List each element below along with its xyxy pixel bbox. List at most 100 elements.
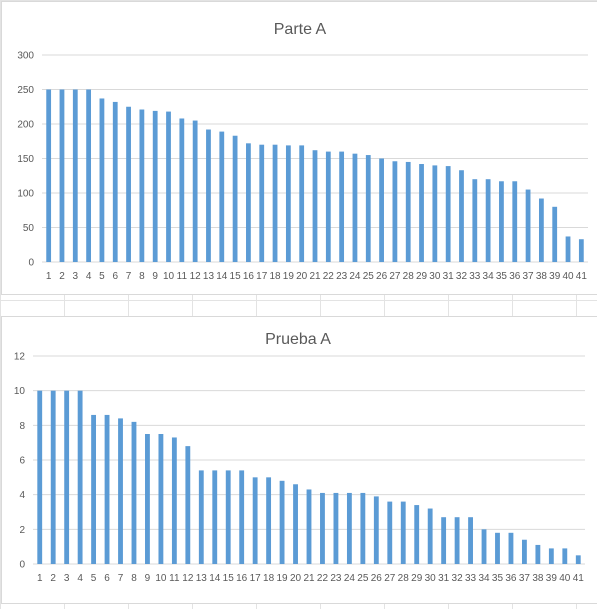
y-tick-label: 300 (17, 51, 34, 62)
bar-31[interactable] (445, 166, 451, 262)
bar-12[interactable] (192, 120, 198, 262)
bar-35[interactable] (495, 532, 500, 564)
bar-28[interactable] (405, 161, 411, 262)
bar-24[interactable] (352, 153, 358, 262)
bar-33[interactable] (472, 179, 478, 262)
chart-parte-a[interactable]: Parte A 0 50 100 150 200 250 300 1 2 3 4 5 6 7 8 9 10 11… (1, 1, 597, 295)
bar-9[interactable] (145, 434, 150, 564)
bar-33[interactable] (468, 517, 473, 564)
bar-19[interactable] (279, 480, 285, 564)
bar-34[interactable] (481, 529, 487, 564)
x-tick-label: 26 (371, 573, 383, 584)
bar-8[interactable] (131, 421, 137, 564)
bar-7[interactable] (118, 418, 123, 564)
bar-13[interactable] (198, 470, 204, 564)
bar-17[interactable] (259, 144, 265, 262)
bar-12[interactable] (185, 446, 191, 564)
x-tick-label: 9 (145, 573, 151, 584)
bar-19[interactable] (285, 145, 291, 262)
bar-25[interactable] (360, 492, 366, 564)
bar-6[interactable] (112, 101, 118, 262)
bar-16[interactable] (239, 470, 245, 564)
bar-34[interactable] (485, 179, 491, 262)
bar-4[interactable] (86, 89, 92, 263)
bar-20[interactable] (299, 145, 305, 262)
x-tick-label: 3 (64, 573, 70, 584)
bar-38[interactable] (535, 544, 541, 564)
bar-41[interactable] (578, 239, 584, 262)
bar-22[interactable] (325, 151, 331, 262)
bar-14[interactable] (219, 131, 225, 262)
bar-32[interactable] (459, 170, 464, 262)
bar-7[interactable] (126, 106, 131, 262)
bar-16[interactable] (246, 143, 251, 262)
bar-5[interactable] (91, 414, 97, 564)
bar-21[interactable] (312, 150, 318, 262)
bar-32[interactable] (454, 517, 460, 564)
bar-28[interactable] (400, 501, 406, 564)
bar-25[interactable] (365, 155, 371, 262)
bar-10[interactable] (166, 111, 171, 262)
bar-40[interactable] (562, 548, 568, 564)
bar-5[interactable] (99, 98, 105, 262)
bar-36[interactable] (512, 181, 518, 262)
bar-40[interactable] (565, 236, 571, 262)
bar-36[interactable] (508, 532, 514, 564)
bar-15[interactable] (232, 135, 238, 262)
bar-23[interactable] (339, 151, 345, 262)
bar-29[interactable] (414, 505, 420, 564)
bar-38[interactable] (538, 198, 544, 262)
bar-13[interactable] (206, 129, 211, 262)
y-tick-label: 6 (19, 456, 25, 467)
x-tick-label: 19 (277, 573, 289, 584)
bar-29[interactable] (419, 164, 424, 262)
bar-1[interactable] (37, 390, 43, 564)
bar-10[interactable] (158, 434, 164, 564)
x-tick-label: 21 (303, 573, 315, 584)
x-tick-label: 33 (465, 573, 477, 584)
bar-18[interactable] (266, 477, 272, 564)
bar-6[interactable] (104, 414, 110, 564)
bar-39[interactable] (548, 548, 554, 564)
bar-8[interactable] (139, 109, 145, 262)
bar-27[interactable] (392, 161, 398, 262)
x-tick-label: 18 (263, 573, 275, 584)
bar-20[interactable] (293, 484, 298, 564)
bar-2[interactable] (59, 89, 65, 263)
bar-17[interactable] (252, 477, 258, 564)
chart-prueba-a[interactable]: Prueba A 0 2 4 6 8 10 12 1 2 3 4 5 6 7 8 9 10 11 12 13 14 15… (1, 316, 597, 604)
bar-35[interactable] (499, 181, 504, 262)
bar-2[interactable] (50, 390, 56, 564)
bar-15[interactable] (225, 470, 231, 564)
bar-14[interactable] (212, 470, 218, 564)
bar-24[interactable] (346, 492, 352, 564)
x-tick-label: 1 (46, 271, 52, 282)
bar-3[interactable] (64, 390, 70, 564)
chart-title: Prueba A (265, 331, 331, 348)
x-tick-label: 3 (73, 271, 79, 282)
x-tick-label: 2 (50, 573, 56, 584)
bar-4[interactable] (77, 390, 83, 564)
y-tick-label: 4 (19, 490, 25, 501)
bar-30[interactable] (427, 508, 433, 564)
x-tick-label: 6 (104, 573, 110, 584)
bar-26[interactable] (373, 496, 379, 564)
bar-22[interactable] (320, 492, 325, 564)
bar-26[interactable] (379, 158, 384, 263)
bar-39[interactable] (552, 206, 558, 262)
bar-31[interactable] (441, 517, 447, 564)
bar-3[interactable] (72, 89, 78, 263)
bar-37[interactable] (521, 539, 527, 564)
bar-21[interactable] (306, 489, 312, 564)
bar-9[interactable] (152, 110, 158, 262)
y-tick-label: 100 (17, 189, 34, 200)
bar-23[interactable] (333, 492, 339, 564)
bar-18[interactable] (272, 144, 278, 262)
bar-1[interactable] (46, 89, 52, 263)
bar-30[interactable] (432, 165, 438, 262)
bar-37[interactable] (525, 189, 531, 262)
bar-11[interactable] (171, 437, 177, 564)
bar-27[interactable] (387, 501, 393, 564)
bar-41[interactable] (575, 555, 581, 564)
bar-11[interactable] (179, 118, 185, 262)
